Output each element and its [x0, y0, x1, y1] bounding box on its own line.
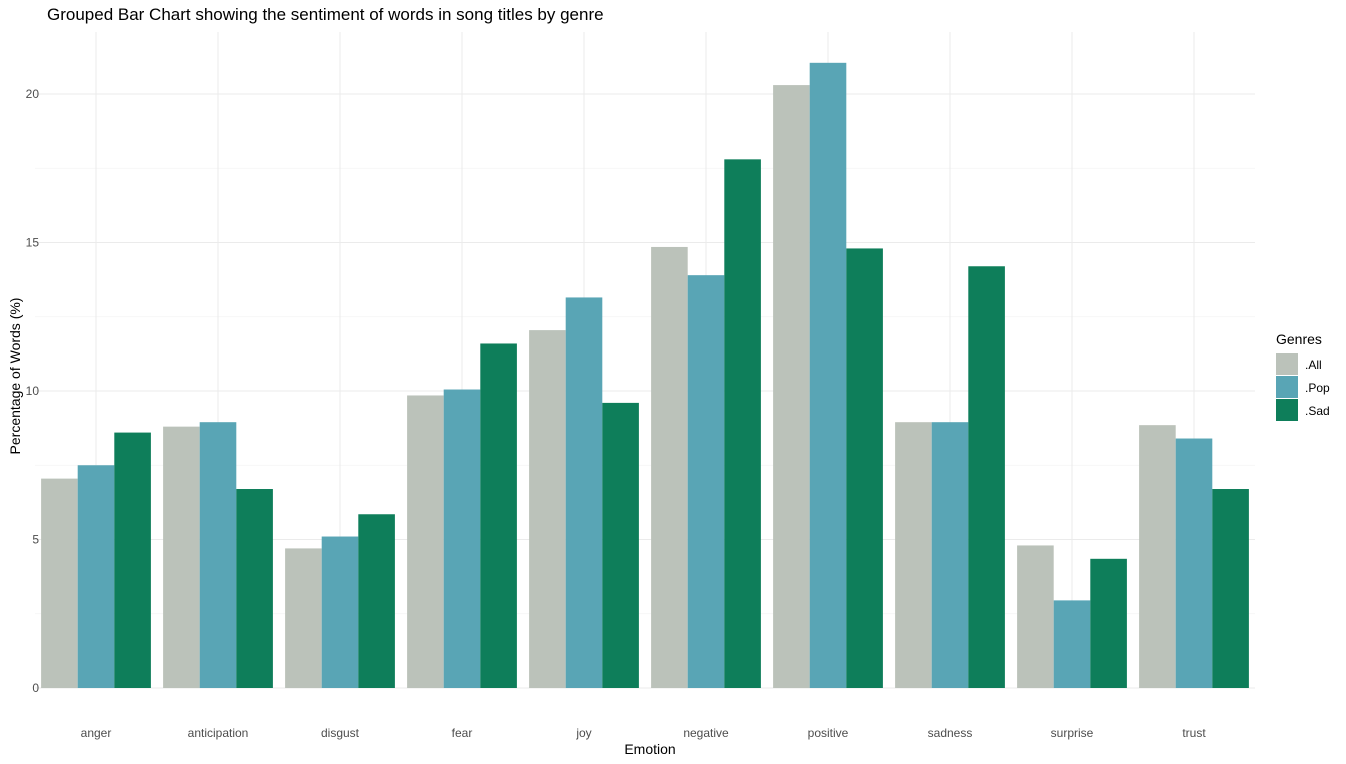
x-tick-label: sadness — [928, 726, 973, 740]
bar-anger-sad — [114, 432, 151, 688]
legend-key-sad — [1276, 399, 1298, 421]
bar-trust-sad — [1212, 489, 1249, 688]
legend-label: .All — [1305, 358, 1322, 372]
bar-joy-pop — [565, 297, 603, 688]
bar-positive-pop — [809, 62, 847, 688]
bar-joy-sad — [602, 402, 639, 688]
bar-fear-all — [407, 395, 444, 688]
bar-negative-sad — [724, 159, 761, 689]
x-tick-label: disgust — [321, 726, 360, 740]
x-tick-label: surprise — [1051, 726, 1094, 740]
x-tick-label: joy — [575, 726, 591, 740]
legend: Genres .All .Pop .Sad — [1276, 331, 1330, 421]
y-tick-label: 5 — [32, 533, 39, 547]
bar-anger-pop — [77, 465, 115, 688]
bar-joy-all — [529, 330, 566, 688]
x-tick-label: positive — [808, 726, 849, 740]
x-tick-label: negative — [683, 726, 729, 740]
bar-fear-sad — [480, 343, 517, 688]
bar-disgust-all — [285, 548, 322, 688]
x-tick-label: trust — [1182, 726, 1206, 740]
bar-trust-pop — [1175, 438, 1213, 688]
legend-title: Genres — [1276, 331, 1322, 347]
bar-anger-all — [41, 478, 78, 688]
x-axis-ticks: anger anticipation disgust fear joy negative p… — [81, 726, 1207, 740]
x-axis-title: Emotion — [624, 741, 675, 757]
bar-negative-pop — [687, 275, 725, 688]
bar-anticipation-pop — [199, 422, 237, 688]
bar-anticipation-sad — [236, 489, 273, 688]
bar-surprise-all — [1017, 545, 1054, 688]
bar-disgust-pop — [321, 536, 359, 688]
y-tick-label: 20 — [26, 87, 40, 101]
bar-positive-all — [773, 85, 810, 689]
x-tick-label: fear — [452, 726, 473, 740]
chart-title: Grouped Bar Chart showing the sentiment … — [47, 5, 604, 24]
bar-surprise-pop — [1053, 600, 1091, 688]
y-tick-label: 0 — [32, 681, 39, 695]
bar-positive-sad — [846, 248, 883, 688]
legend-label: .Pop — [1305, 381, 1330, 395]
legend-key-all — [1276, 353, 1298, 375]
y-axis-ticks: 0 5 10 15 20 — [26, 87, 40, 695]
bar-disgust-sad — [358, 514, 395, 688]
bar-anticipation-all — [163, 426, 200, 688]
legend-key-pop — [1276, 376, 1298, 398]
x-tick-label: anticipation — [188, 726, 249, 740]
bar-sadness-pop — [931, 422, 969, 688]
bar-trust-all — [1139, 425, 1176, 688]
y-tick-label: 15 — [26, 236, 40, 250]
bar-sadness-sad — [968, 266, 1005, 688]
bar-sadness-all — [895, 422, 932, 688]
bar-negative-all — [651, 246, 688, 688]
y-tick-label: 10 — [26, 384, 40, 398]
bar-surprise-sad — [1090, 558, 1127, 688]
bar-fear-pop — [443, 389, 481, 688]
x-tick-label: anger — [81, 726, 112, 740]
y-axis-title: Percentage of Words (%) — [7, 298, 23, 455]
legend-label: .Sad — [1305, 404, 1330, 418]
bars — [41, 62, 1249, 689]
